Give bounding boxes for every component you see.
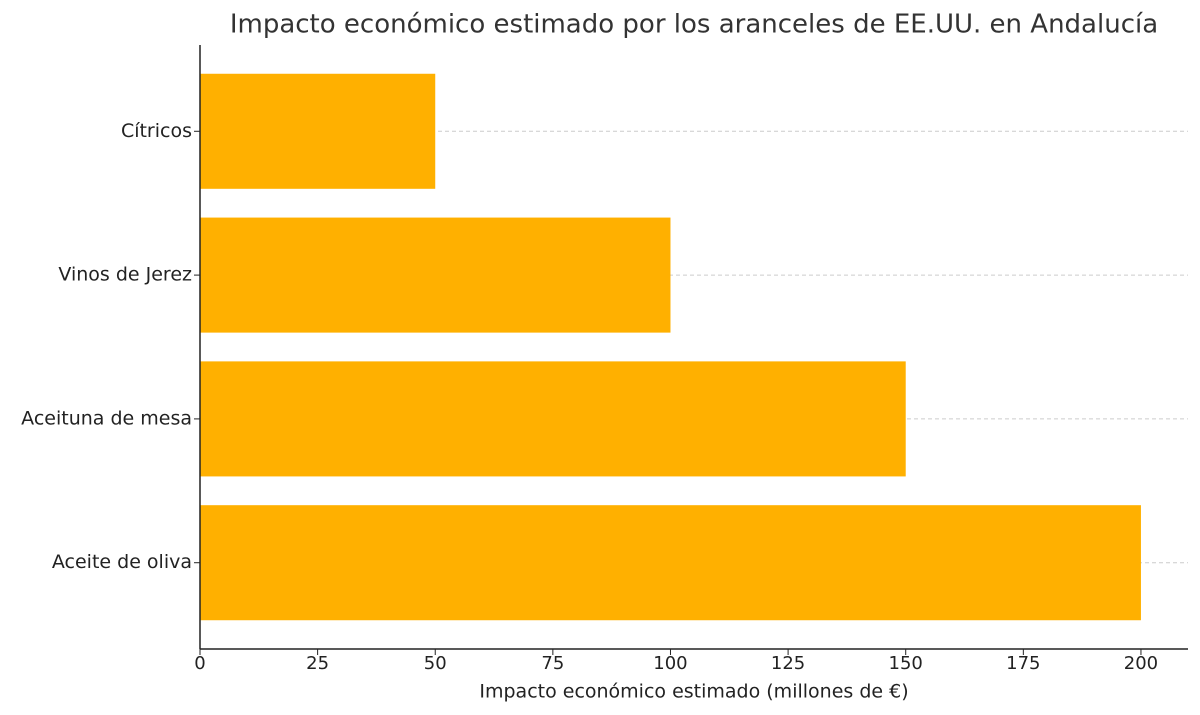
bar — [200, 217, 671, 333]
x-tick-label: 0 — [194, 653, 205, 674]
x-tick-label: 150 — [889, 653, 923, 674]
x-axis-label: Impacto económico estimado (millones de … — [479, 681, 908, 703]
y-tick-label: Vinos de Jerez — [58, 264, 192, 286]
bar — [200, 505, 1141, 621]
x-tick-label: 75 — [541, 653, 564, 674]
x-tick-label: 125 — [771, 653, 805, 674]
bar — [200, 73, 436, 189]
x-tick-label: 100 — [653, 653, 687, 674]
x-tick-label: 50 — [424, 653, 447, 674]
x-tick-label: 200 — [1124, 653, 1158, 674]
y-tick-label: Aceite de oliva — [52, 551, 192, 573]
x-tick-label: 175 — [1006, 653, 1040, 674]
bar — [200, 361, 906, 477]
x-tick-label: 25 — [306, 653, 329, 674]
chart-title: Impacto económico estimado por los aranc… — [230, 10, 1158, 40]
y-tick-label: Cítricos — [121, 120, 192, 142]
y-tick-label: Aceituna de mesa — [21, 407, 192, 429]
